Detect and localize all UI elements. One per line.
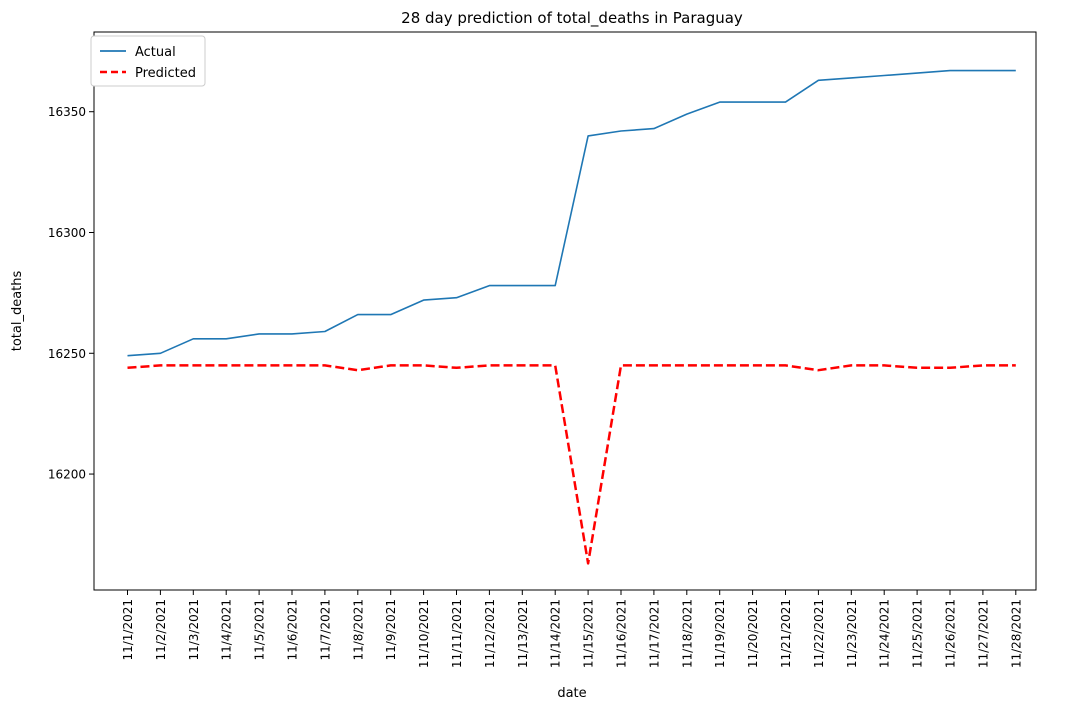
x-tick-label: 11/3/2021 (187, 599, 201, 661)
x-tick-label: 11/20/2021 (746, 599, 760, 668)
x-tick-label: 11/9/2021 (384, 599, 398, 661)
series-line-actual (127, 69, 1016, 357)
plot-frame (93, 31, 1037, 591)
x-tick-label: 11/13/2021 (516, 599, 530, 668)
x-tick-label: 11/16/2021 (615, 599, 629, 668)
x-tick-label: 11/4/2021 (220, 599, 234, 661)
x-tick-label: 11/28/2021 (1009, 599, 1023, 668)
x-tick-label: 11/23/2021 (845, 599, 859, 668)
y-tick-label: 16250 (48, 347, 86, 361)
x-tick-label: 11/7/2021 (318, 599, 332, 661)
x-tick-label: 11/12/2021 (483, 599, 497, 668)
x-tick-label: 11/26/2021 (944, 599, 958, 668)
x-tick-label: 11/15/2021 (582, 599, 596, 668)
legend-label-predicted: Predicted (135, 66, 196, 81)
x-tick-label: 11/14/2021 (549, 599, 563, 668)
x-tick-label: 11/10/2021 (417, 599, 431, 668)
x-tick-label: 11/2/2021 (154, 599, 168, 661)
y-axis-label: total_deaths (10, 271, 25, 352)
x-tick-label: 11/5/2021 (253, 599, 267, 661)
x-axis-label: date (557, 686, 586, 701)
x-tick-label: 11/18/2021 (680, 599, 694, 668)
x-tick-label: 11/19/2021 (713, 599, 727, 668)
y-tick-label: 16300 (48, 226, 86, 240)
x-tick-label: 11/24/2021 (878, 599, 892, 668)
chart-title: 28 day prediction of total_deaths in Par… (401, 9, 743, 28)
y-tick-label: 16350 (48, 105, 86, 119)
x-tick-label: 11/17/2021 (647, 599, 661, 668)
x-tick-label: 11/6/2021 (286, 599, 300, 661)
x-tick-label: 11/1/2021 (121, 599, 135, 661)
x-tick-label: 11/22/2021 (812, 599, 826, 668)
x-tick-label: 11/25/2021 (911, 599, 925, 668)
plot-area: 16200 16250 16300 16350 11/1/2021 11/2/2021 11… (48, 69, 1023, 668)
x-tick-label: 11/8/2021 (351, 599, 365, 661)
y-tick-label: 16200 (48, 468, 86, 482)
series-line-predicted (127, 364, 1016, 565)
legend-box (90, 35, 206, 87)
x-tick-label: 11/11/2021 (450, 599, 464, 668)
legend-label-actual: Actual (135, 45, 176, 60)
x-tick-label: 11/27/2021 (976, 599, 990, 668)
x-tick-label: 11/21/2021 (779, 599, 793, 668)
legend: Actual Predicted (90, 35, 206, 87)
